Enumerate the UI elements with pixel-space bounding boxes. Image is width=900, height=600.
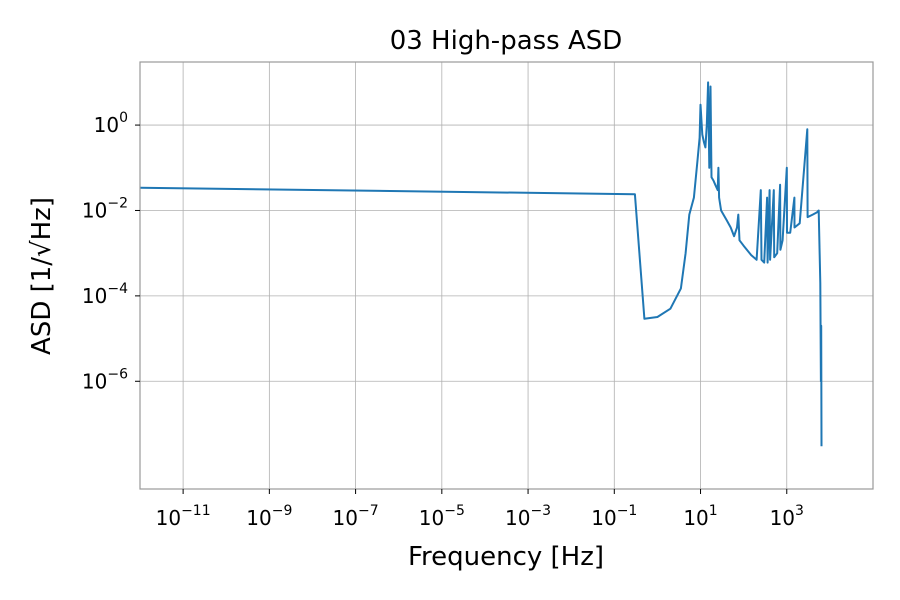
x-tick-label: 10−11	[156, 503, 211, 530]
x-tick-label: 10−5	[419, 503, 465, 530]
x-tick-label: 10−1	[591, 503, 637, 530]
grid-lines	[140, 62, 873, 489]
x-tick-label: 10−7	[333, 503, 379, 530]
y-axis-label: ASD [1/√Hz]	[27, 197, 57, 355]
y-tick-label: 10−4	[82, 281, 128, 308]
series-layer	[139, 81, 823, 447]
x-tick-label: 101	[683, 503, 717, 530]
x-axis-label: Frequency [Hz]	[408, 542, 604, 572]
x-tick-label: 10−3	[505, 503, 551, 530]
asd-series-line	[139, 81, 823, 447]
y-tick-label: 10−6	[82, 366, 128, 393]
x-tick-label: 10−9	[246, 503, 292, 530]
y-tick-label: 10−2	[82, 195, 128, 222]
x-tick-label: 103	[770, 503, 804, 530]
chart-title: 03 High-pass ASD	[390, 26, 623, 56]
tick-layer: 10−11 10−9 10−7 10−5 10−3 10−1 101 103 100 10−2 10…	[82, 110, 804, 530]
plot-frame	[139, 61, 874, 490]
y-tick-label: 100	[94, 110, 128, 137]
